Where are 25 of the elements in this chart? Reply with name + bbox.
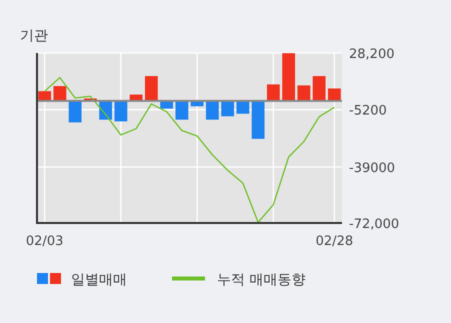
bar [221,100,234,116]
bar [38,91,52,101]
legend-label: 일별매매 [71,272,127,288]
bar [297,85,310,101]
y-tick-label: -5200 [349,104,387,119]
bar [114,100,128,122]
bar [266,84,280,101]
chart-title: 기관 [20,28,48,44]
bar [206,100,219,120]
bar [68,100,82,122]
x-tick-label: 02/28 [316,234,354,249]
y-tick-label: 28,200 [349,47,394,62]
legend-label: 누적 매매동향 [217,272,306,288]
bar [328,88,341,101]
bar [312,76,326,101]
bar [236,100,250,114]
bar [144,76,158,101]
bar [252,100,265,139]
y-tick-label: -72,000 [349,217,400,232]
bar [53,86,66,101]
line-series [44,76,336,223]
y-tick-label: -39000 [349,161,396,176]
bar [282,53,296,101]
bar [175,100,188,120]
x-tick-label: 02/03 [26,234,64,249]
